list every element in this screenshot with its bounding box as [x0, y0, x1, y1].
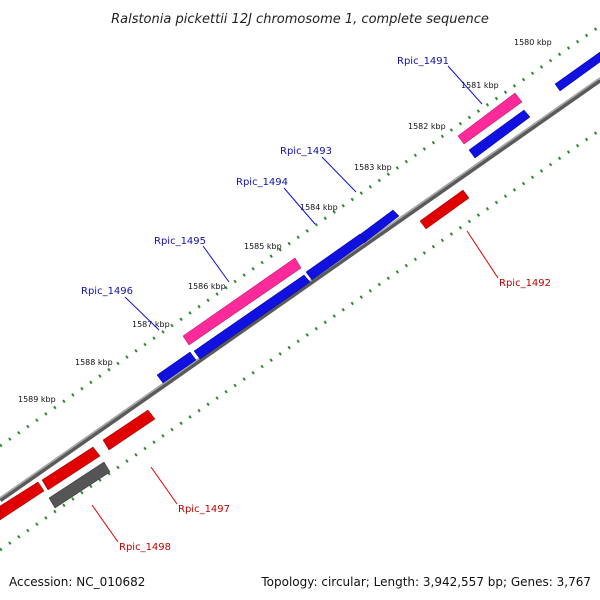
kbp-label: 1589 kbp [18, 395, 56, 404]
map-title: Ralstonia pickettii 12J chromosome 1, co… [111, 12, 489, 27]
gene-label-rpic-1498: Rpic_1498 [119, 542, 171, 553]
gene-label-rpic-1497: Rpic_1497 [178, 504, 230, 515]
gene-rpic-1495[interactable] [182, 257, 302, 346]
gene-label-rpic-1492: Rpic_1492 [499, 278, 551, 289]
gene-rpic-1491-alt[interactable] [457, 92, 523, 145]
gene-arrow[interactable] [0, 481, 45, 521]
gene-rpic-1498[interactable] [41, 446, 101, 491]
gene-label-rpic-1496: Rpic_1496 [81, 286, 133, 297]
accession-text: Accession: NC_010682 [9, 575, 145, 589]
chromosome-backbone [0, 77, 600, 503]
gene-label-rpic-1495: Rpic_1495 [154, 236, 206, 247]
kbp-label: 1588 kbp [75, 358, 113, 367]
kbp-label: 1581 kbp [461, 81, 499, 90]
kbp-label: 1583 kbp [354, 163, 392, 172]
forward-genes [156, 51, 600, 384]
kbp-label: 1584 kbp [300, 203, 338, 212]
outer-tick-track [0, 24, 600, 448]
gene-rpic-1497[interactable] [102, 409, 156, 451]
gene-rpic-1492[interactable] [419, 189, 470, 230]
gene-label-rpic-1491: Rpic_1491 [397, 56, 449, 67]
kbp-label: 1586 kbp [188, 282, 226, 291]
gene-rpic-1494[interactable] [305, 233, 367, 281]
gene-rpic-1491[interactable] [468, 109, 531, 159]
topology-summary: Topology: circular; Length: 3,942,557 bp… [260, 575, 591, 589]
gene-label-rpic-1494: Rpic_1494 [236, 177, 288, 188]
kbp-label: 1580 kbp [514, 38, 552, 47]
gene-rpic-1498-grey[interactable] [48, 461, 111, 509]
kbp-label: 1582 kbp [408, 122, 446, 131]
gene-leader-lines [91, 65, 499, 543]
kbp-label: 1587 kbp [132, 320, 170, 329]
kbp-label: 1585 kbp [244, 242, 282, 251]
gene-rpic-1495-cds[interactable] [193, 274, 311, 360]
gene-label-rpic-1493: Rpic_1493 [280, 146, 332, 157]
gene-rpic-1496[interactable] [156, 351, 197, 384]
reverse-genes [0, 189, 470, 521]
gene-arrow[interactable] [554, 51, 600, 92]
inner-tick-track [0, 128, 600, 552]
pink-genes [182, 92, 523, 346]
